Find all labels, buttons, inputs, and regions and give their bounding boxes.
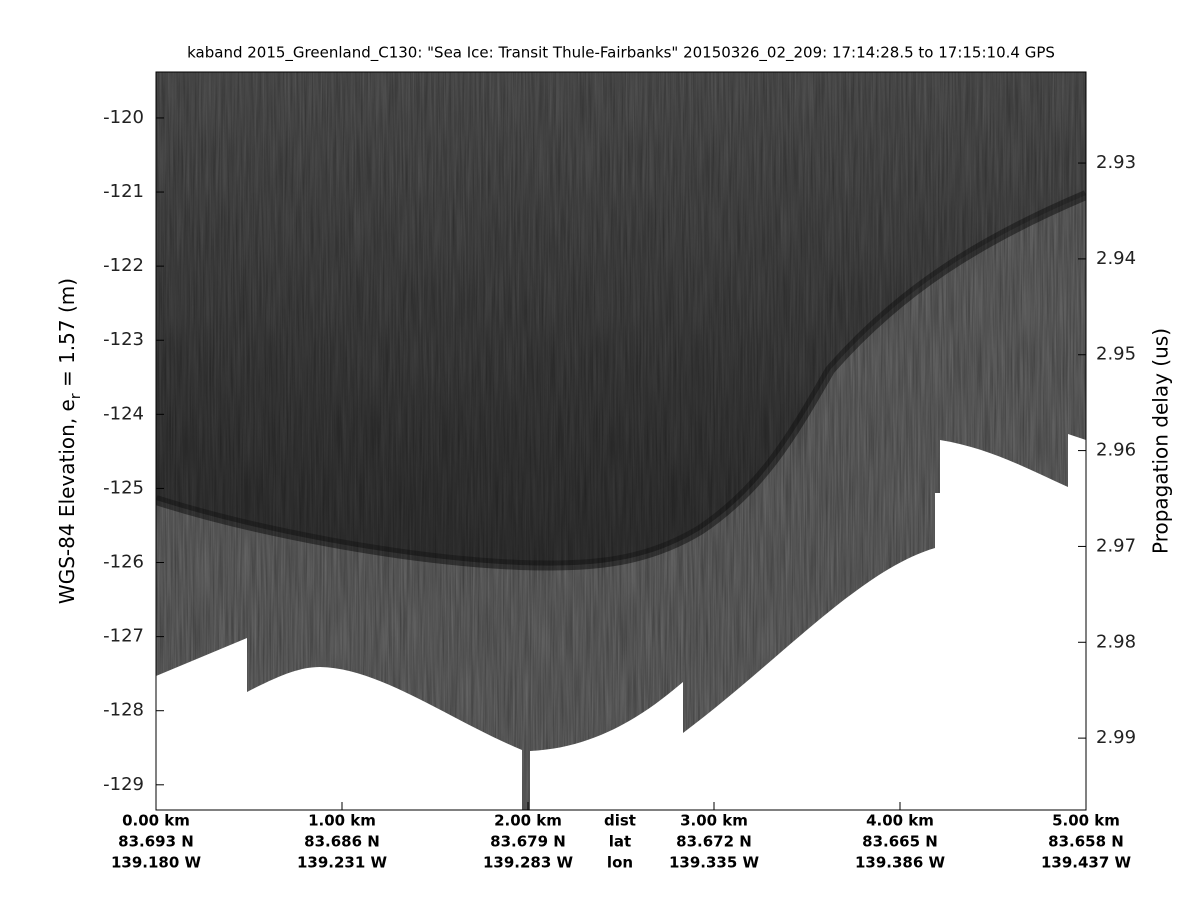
- lat-label: 83.672 N: [676, 833, 752, 851]
- echogram-image: [156, 72, 1086, 810]
- y-axis-label: WGS-84 Elevation, er = 1.57 (m): [55, 278, 85, 604]
- lon-label: 139.386 W: [855, 854, 946, 872]
- x-tick-label: 2.00 km: [494, 812, 562, 830]
- y2-tick-label: 2.95: [1096, 344, 1136, 365]
- x-tick-label: 4.00 km: [866, 812, 934, 830]
- x-tick-label: 3.00 km: [680, 812, 748, 830]
- y2-tick-label: 2.99: [1096, 727, 1136, 748]
- y2-axis-label: Propagation delay (us): [1149, 328, 1173, 554]
- y-label-main: WGS-84 Elevation, e: [55, 399, 79, 604]
- y-tick-label: -127: [103, 626, 144, 647]
- y-tick-label: -124: [103, 403, 144, 424]
- y2-tick-label: 2.93: [1096, 152, 1136, 173]
- y-tick-label: -122: [103, 255, 144, 276]
- lon-label: 139.180 W: [111, 854, 202, 872]
- lat-label: 83.665 N: [862, 833, 938, 851]
- y-tick-label: -121: [103, 181, 144, 202]
- x-tick-label: 1.00 km: [308, 812, 376, 830]
- lat-label: 83.679 N: [490, 833, 566, 851]
- y2-tick-label: 2.98: [1096, 631, 1136, 652]
- y2-tick-label: 2.94: [1096, 248, 1136, 269]
- y2-tick-label: 2.97: [1096, 535, 1136, 556]
- y-tick-label: -129: [103, 774, 144, 795]
- y-label-rest: = 1.57 (m): [55, 278, 79, 393]
- plot-frame: [155, 71, 1087, 811]
- lon-label: 139.335 W: [669, 854, 760, 872]
- lon-label: 139.283 W: [483, 854, 574, 872]
- lat-label: 83.658 N: [1048, 833, 1124, 851]
- x-row-name: lon: [607, 854, 633, 872]
- y-tick-label: -126: [103, 552, 144, 573]
- lat-label: 83.693 N: [118, 833, 194, 851]
- y-tick-label: -123: [103, 329, 144, 350]
- y2-tick-label: 2.96: [1096, 440, 1136, 461]
- x-row-name: dist: [604, 812, 636, 830]
- lat-label: 83.686 N: [304, 833, 380, 851]
- y-tick-label: -125: [103, 477, 144, 498]
- x-tick-label: 5.00 km: [1052, 812, 1120, 830]
- chart-title: kaband 2015_Greenland_C130: "Sea Ice: Tr…: [187, 44, 1055, 63]
- y-label-sub: r: [68, 393, 84, 399]
- lon-label: 139.437 W: [1041, 854, 1132, 872]
- x-row-name: lat: [609, 833, 631, 851]
- y-tick-label: -128: [103, 700, 144, 721]
- x-tick-label: 0.00 km: [122, 812, 190, 830]
- lon-label: 139.231 W: [297, 854, 388, 872]
- y-tick-label: -120: [103, 107, 144, 128]
